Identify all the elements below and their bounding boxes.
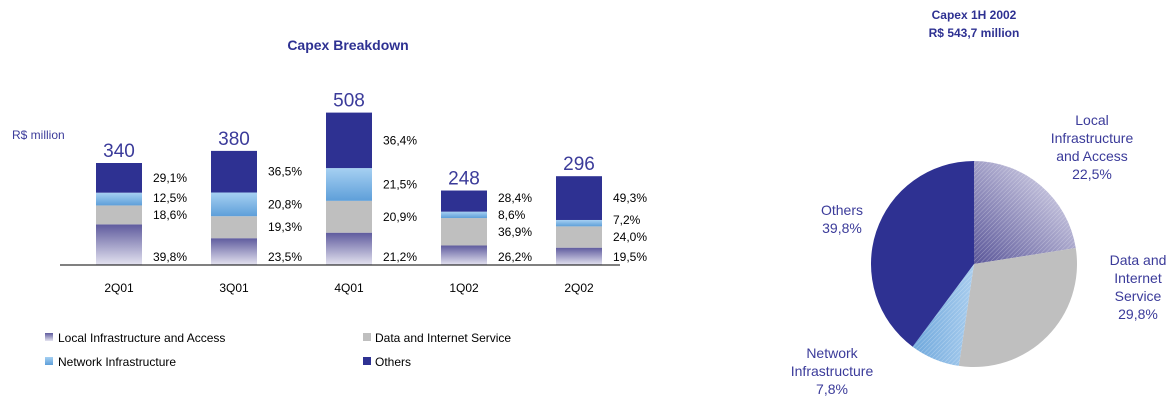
category-label: 1Q02 bbox=[449, 281, 479, 295]
pie-labels: Local Infrastructure and Access 22,5% Data a… bbox=[791, 112, 1167, 397]
pie-label-others: Others bbox=[821, 202, 863, 218]
data-label-others: 49,3% bbox=[613, 191, 647, 205]
bar-stack-2Q01 bbox=[96, 163, 142, 265]
legend: Local Infrastructure and Access Data and… bbox=[45, 331, 511, 369]
legend-item-local: Local Infrastructure and Access bbox=[45, 331, 225, 345]
data-label-local: 23,5% bbox=[268, 250, 302, 264]
pie-label-data: Data and bbox=[1110, 252, 1167, 268]
pie-slice-data bbox=[958, 248, 1077, 368]
bar-segment-data-1Q02 bbox=[441, 218, 487, 246]
data-label-others: 36,4% bbox=[383, 133, 417, 147]
bar-segment-others-1Q02 bbox=[441, 190, 487, 212]
legend-item-data: Data and Internet Service bbox=[363, 331, 511, 345]
y-axis-label: R$ million bbox=[12, 128, 65, 142]
data-label-data: 20,9% bbox=[383, 210, 417, 224]
legend-label-others: Others bbox=[375, 355, 411, 369]
pie-label-local: 22,5% bbox=[1072, 166, 1112, 182]
bar-segment-network-2Q01 bbox=[96, 192, 142, 206]
bar-segment-local-2Q01 bbox=[96, 224, 142, 265]
pie-slice-texture-network bbox=[912, 264, 974, 366]
data-label-data: 24,0% bbox=[613, 230, 647, 244]
bar-segment-local-3Q01 bbox=[211, 238, 257, 265]
bar-segment-others-2Q02 bbox=[556, 176, 602, 220]
bar-segment-others-2Q01 bbox=[96, 163, 142, 193]
bar-segment-local-2Q02 bbox=[556, 247, 602, 265]
data-label-data: 18,6% bbox=[153, 208, 187, 222]
pie-label-data: Internet bbox=[1114, 270, 1162, 286]
bar-stack-4Q01 bbox=[326, 112, 372, 265]
bar-segment-network-4Q01 bbox=[326, 168, 372, 201]
bar-total-label: 380 bbox=[218, 129, 250, 150]
data-label-others: 36,5% bbox=[268, 165, 302, 179]
pie-chart: Capex 1H 2002 R$ 543,7 million Local Infr… bbox=[791, 8, 1167, 397]
bar-segment-data-2Q02 bbox=[556, 226, 602, 248]
data-label-local: 21,2% bbox=[383, 250, 417, 264]
pie-label-others: 39,8% bbox=[822, 220, 862, 236]
legend-swatch-data bbox=[363, 333, 371, 341]
bar-segment-network-1Q02 bbox=[441, 211, 487, 219]
pie-title-line-1: Capex 1H 2002 bbox=[932, 8, 1017, 22]
pie-slices bbox=[870, 161, 1077, 368]
category-label: 3Q01 bbox=[219, 281, 249, 295]
pie-label-data: Service bbox=[1115, 288, 1162, 304]
bar-segment-network-3Q01 bbox=[211, 192, 257, 217]
data-label-network: 12,5% bbox=[153, 191, 187, 205]
bar-total-label: 248 bbox=[448, 169, 480, 190]
pie-label-local: Infrastructure bbox=[1051, 130, 1134, 146]
bar-segment-data-2Q01 bbox=[96, 205, 142, 225]
legend-swatch-network bbox=[45, 357, 53, 365]
pie-slice-others bbox=[870, 161, 974, 347]
pie-label-network: Infrastructure bbox=[791, 363, 874, 379]
data-label-local: 19,5% bbox=[613, 250, 647, 264]
pie-label-network: 7,8% bbox=[816, 381, 848, 397]
category-label: 2Q02 bbox=[564, 281, 594, 295]
bar-segment-local-1Q02 bbox=[441, 245, 487, 265]
bar-segment-local-4Q01 bbox=[326, 232, 372, 265]
data-label-data: 36,9% bbox=[498, 225, 532, 239]
data-label-local: 39,8% bbox=[153, 250, 187, 264]
bar-segment-others-4Q01 bbox=[326, 112, 372, 169]
data-label-local: 26,2% bbox=[498, 250, 532, 264]
data-label-network: 7,2% bbox=[613, 213, 641, 227]
legend-label-local: Local Infrastructure and Access bbox=[58, 331, 225, 345]
bar-chart: Capex Breakdown R$ million 340 2Q01 39,8% 1… bbox=[12, 37, 647, 369]
bar-segment-data-4Q01 bbox=[326, 200, 372, 233]
data-label-network: 20,8% bbox=[268, 197, 302, 211]
bar-segment-others-3Q01 bbox=[211, 150, 257, 193]
bar-total-label: 508 bbox=[333, 91, 365, 112]
bar-total-label: 340 bbox=[103, 141, 135, 162]
bar-total-label: 296 bbox=[563, 154, 595, 175]
pie-label-local: Local bbox=[1075, 112, 1108, 128]
data-label-network: 8,6% bbox=[498, 208, 526, 222]
pie-label-data: 29,8% bbox=[1118, 306, 1158, 322]
data-label-network: 21,5% bbox=[383, 177, 417, 191]
bar-stack-2Q02 bbox=[556, 176, 602, 265]
legend-item-others: Others bbox=[363, 355, 411, 369]
legend-label-data: Data and Internet Service bbox=[375, 331, 511, 345]
legend-swatch-local bbox=[45, 333, 53, 341]
pie-title-line-2: R$ 543,7 million bbox=[929, 26, 1020, 40]
bar-chart-title: Capex Breakdown bbox=[287, 37, 408, 53]
bar-stack-3Q01 bbox=[211, 150, 257, 265]
legend-item-network: Network Infrastructure bbox=[45, 355, 176, 369]
data-label-others: 29,1% bbox=[153, 171, 187, 185]
category-label: 4Q01 bbox=[334, 281, 364, 295]
pie-label-network: Network bbox=[806, 345, 858, 361]
category-label: 2Q01 bbox=[104, 281, 134, 295]
data-label-others: 28,4% bbox=[498, 191, 532, 205]
pie-label-local: and Access bbox=[1056, 148, 1128, 164]
legend-label-network: Network Infrastructure bbox=[58, 355, 176, 369]
bar-stack-1Q02 bbox=[441, 190, 487, 265]
bar-segment-data-3Q01 bbox=[211, 216, 257, 239]
pie-slice-texture-local bbox=[974, 161, 1076, 264]
bar-stacks: 340 2Q01 39,8% 18,6% 12,5% 29,1% 380 3Q01 23,5% 1… bbox=[96, 91, 647, 295]
bar-segment-network-2Q02 bbox=[556, 219, 602, 227]
legend-swatch-others bbox=[363, 357, 371, 365]
data-label-data: 19,3% bbox=[268, 220, 302, 234]
